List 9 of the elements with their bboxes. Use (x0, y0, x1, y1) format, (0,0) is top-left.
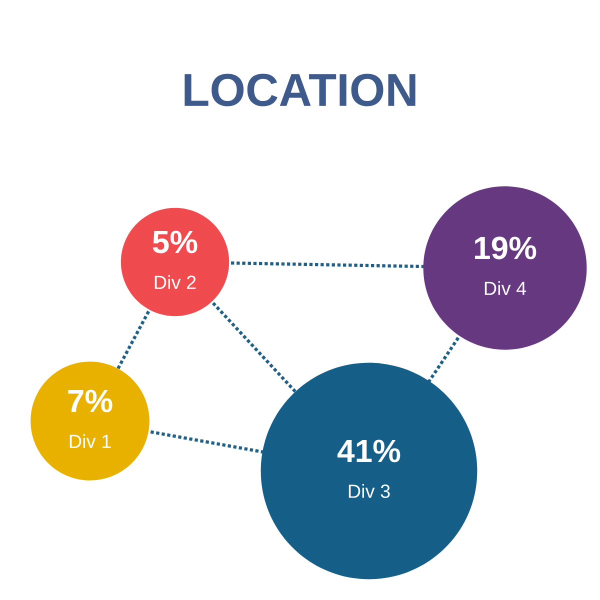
category-label: Div 1 (70, 434, 111, 448)
data-label: 19% (474, 236, 536, 260)
data-label: 7% (68, 390, 112, 412)
text: LOCATION (184, 74, 416, 106)
data-label: 5% (152, 230, 198, 254)
category-label: Div 4 (484, 281, 526, 295)
data-label: 41% (337, 440, 400, 462)
category-label: Div 2 (154, 275, 196, 289)
category-label: Div 3 (348, 484, 390, 498)
